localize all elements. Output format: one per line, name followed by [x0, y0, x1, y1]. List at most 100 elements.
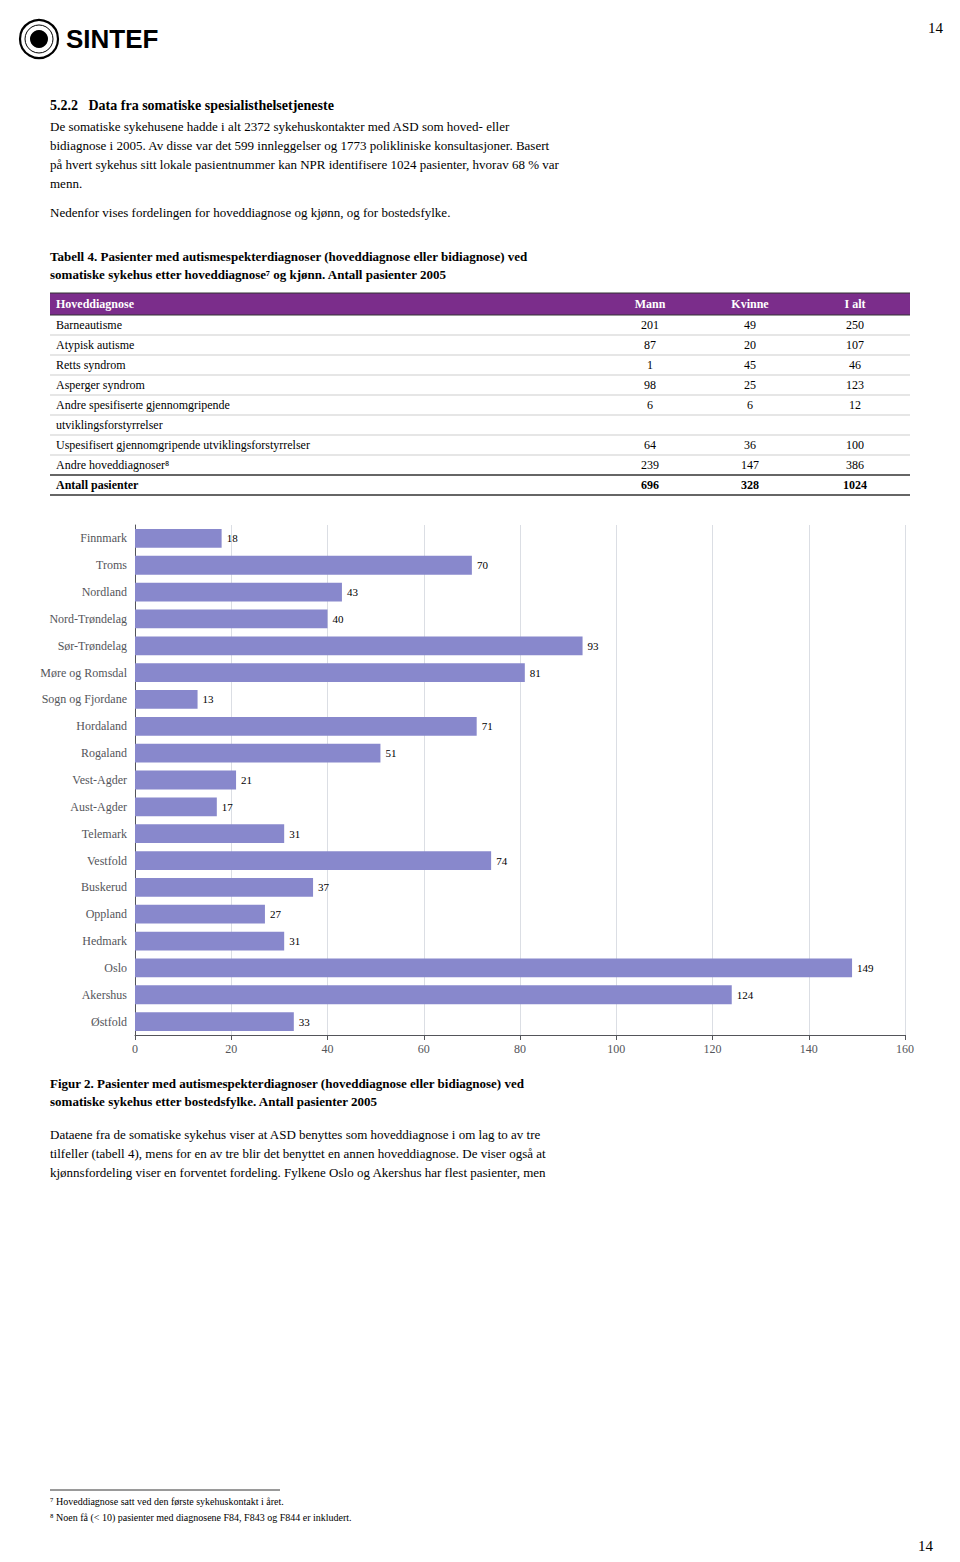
svg-text:utviklingsforstyrrelser: utviklingsforstyrrelser	[56, 418, 163, 432]
svg-text:60: 60	[418, 1042, 430, 1056]
svg-text:36: 36	[744, 438, 756, 452]
svg-text:Akershus: Akershus	[82, 988, 128, 1002]
svg-text:Møre og Romsdal: Møre og Romsdal	[40, 666, 127, 680]
svg-text:Oppland: Oppland	[86, 907, 127, 921]
svg-text:Finnmark: Finnmark	[80, 531, 127, 545]
svg-text:27: 27	[270, 908, 282, 920]
svg-text:Andre hoveddiagnoser⁸: Andre hoveddiagnoser⁸	[56, 458, 169, 472]
svg-text:I alt: I alt	[845, 297, 866, 311]
svg-text:239: 239	[641, 458, 659, 472]
svg-text:37: 37	[318, 881, 330, 893]
svg-text:250: 250	[846, 318, 864, 332]
svg-text:1024: 1024	[843, 478, 867, 492]
svg-text:21: 21	[241, 774, 252, 786]
svg-text:123: 123	[846, 378, 864, 392]
svg-text:Atypisk autisme: Atypisk autisme	[56, 338, 134, 352]
svg-text:Buskerud: Buskerud	[81, 880, 127, 894]
svg-text:Hoveddiagnose: Hoveddiagnose	[56, 297, 135, 311]
svg-text:40: 40	[333, 613, 345, 625]
svg-text:Mann: Mann	[635, 297, 666, 311]
svg-text:328: 328	[741, 478, 759, 492]
svg-text:Sør-Trøndelag: Sør-Trøndelag	[58, 639, 127, 653]
svg-text:74: 74	[496, 855, 508, 867]
svg-text:18: 18	[227, 532, 239, 544]
svg-text:Asperger syndrom: Asperger syndrom	[56, 378, 145, 392]
svg-text:Aust-Agder: Aust-Agder	[70, 800, 127, 814]
svg-text:kjønnsfordeling viser en forve: kjønnsfordeling viser en forventet forde…	[50, 1165, 546, 1180]
svg-text:Dataene fra de somatiske sykeh: Dataene fra de somatiske sykehus viser a…	[50, 1127, 541, 1142]
svg-text:Østfold: Østfold	[91, 1015, 127, 1029]
svg-text:Uspesifisert gjennomgripende u: Uspesifisert gjennomgripende utviklingsf…	[56, 438, 310, 452]
svg-text:Vestfold: Vestfold	[87, 854, 127, 868]
svg-text:149: 149	[857, 962, 874, 974]
svg-text:696: 696	[641, 478, 659, 492]
svg-text:100: 100	[846, 438, 864, 452]
svg-text:386: 386	[846, 458, 864, 472]
svg-text:124: 124	[737, 989, 754, 1001]
svg-text:45: 45	[744, 358, 756, 372]
svg-text:120: 120	[704, 1042, 722, 1056]
svg-text:SINTEF: SINTEF	[66, 24, 158, 54]
svg-text:Rogaland: Rogaland	[81, 746, 127, 760]
svg-text:Kvinne: Kvinne	[731, 297, 769, 311]
svg-text:51: 51	[385, 747, 396, 759]
svg-text:20: 20	[744, 338, 756, 352]
svg-text:13: 13	[203, 693, 215, 705]
svg-text:1: 1	[647, 358, 653, 372]
svg-text:Oslo: Oslo	[104, 961, 127, 975]
svg-text:43: 43	[347, 586, 359, 598]
svg-text:Nordland: Nordland	[82, 585, 127, 599]
svg-text:25: 25	[744, 378, 756, 392]
svg-text:De somatiske sykehusene hadde: De somatiske sykehusene hadde i alt 2372…	[50, 119, 510, 134]
svg-text:menn.: menn.	[50, 176, 82, 191]
svg-text:64: 64	[644, 438, 656, 452]
svg-text:0: 0	[132, 1042, 138, 1056]
svg-text:på hvert sykehus sitt lokale p: på hvert sykehus sitt lokale pasientnumm…	[50, 157, 560, 172]
svg-text:Barneautisme: Barneautisme	[56, 318, 122, 332]
svg-text:100: 100	[607, 1042, 625, 1056]
svg-text:tilfeller (tabell 4), mens for: tilfeller (tabell 4), mens for en av tre…	[50, 1146, 546, 1161]
svg-text:somatiske sykehus etter hovedd: somatiske sykehus etter hoveddiagnose⁷ o…	[50, 267, 446, 282]
svg-text:Nord-Trøndelag: Nord-Trøndelag	[49, 612, 127, 626]
svg-text:17: 17	[222, 801, 234, 813]
svg-text:49: 49	[744, 318, 756, 332]
svg-text:14: 14	[928, 20, 944, 36]
svg-text:98: 98	[644, 378, 656, 392]
svg-text:6: 6	[647, 398, 653, 412]
svg-text:Sogn og Fjordane: Sogn og Fjordane	[42, 692, 127, 706]
svg-text:201: 201	[641, 318, 659, 332]
svg-text:20: 20	[225, 1042, 237, 1056]
svg-text:5.2.2 Data fra somatiske spe: 5.2.2 Data fra somatiske spesialisthelse…	[50, 98, 334, 113]
svg-text:Retts syndrom: Retts syndrom	[56, 358, 126, 372]
svg-text:31: 31	[289, 935, 300, 947]
svg-text:Andre spesifiserte gjennomgrip: Andre spesifiserte gjennomgripende	[56, 398, 230, 412]
svg-text:Hedmark: Hedmark	[82, 934, 127, 948]
svg-text:Troms: Troms	[96, 558, 127, 572]
svg-text:140: 140	[800, 1042, 818, 1056]
svg-text:⁷ Hoveddiagnose satt ved den f: ⁷ Hoveddiagnose satt ved den første syke…	[50, 1496, 284, 1507]
svg-text:70: 70	[477, 559, 489, 571]
svg-text:31: 31	[289, 828, 300, 840]
svg-text:6: 6	[747, 398, 753, 412]
svg-text:81: 81	[530, 667, 541, 679]
svg-text:80: 80	[514, 1042, 526, 1056]
svg-text:33: 33	[299, 1016, 311, 1028]
svg-text:Figur 2. Pasienter med autisme: Figur 2. Pasienter med autismespekterdia…	[50, 1076, 525, 1091]
svg-text:Telemark: Telemark	[82, 827, 127, 841]
svg-text:71: 71	[482, 720, 493, 732]
svg-text:46: 46	[849, 358, 861, 372]
svg-text:Tabell 4. Pasienter med autism: Tabell 4. Pasienter med autismespekterdi…	[50, 249, 528, 264]
svg-text:bidiagnose i 2005. Av disse va: bidiagnose i 2005. Av disse var det 599 …	[50, 138, 549, 153]
svg-text:⁸ Noen få (< 10) pasienter med: ⁸ Noen få (< 10) pasienter med diagnosen…	[50, 1512, 352, 1524]
svg-text:Hordaland: Hordaland	[76, 719, 127, 733]
svg-text:40: 40	[322, 1042, 334, 1056]
svg-text:160: 160	[896, 1042, 914, 1056]
svg-text:Nedenfor vises fordelingen for: Nedenfor vises fordelingen for hoveddiag…	[50, 205, 450, 220]
svg-text:somatiske sykehus etter bosted: somatiske sykehus etter bostedsfylke. An…	[50, 1094, 378, 1109]
svg-text:Antall pasienter: Antall pasienter	[56, 478, 139, 492]
svg-text:107: 107	[846, 338, 864, 352]
svg-text:87: 87	[644, 338, 656, 352]
svg-text:Vest-Agder: Vest-Agder	[72, 773, 127, 787]
svg-text:147: 147	[741, 458, 759, 472]
svg-text:12: 12	[849, 398, 861, 412]
